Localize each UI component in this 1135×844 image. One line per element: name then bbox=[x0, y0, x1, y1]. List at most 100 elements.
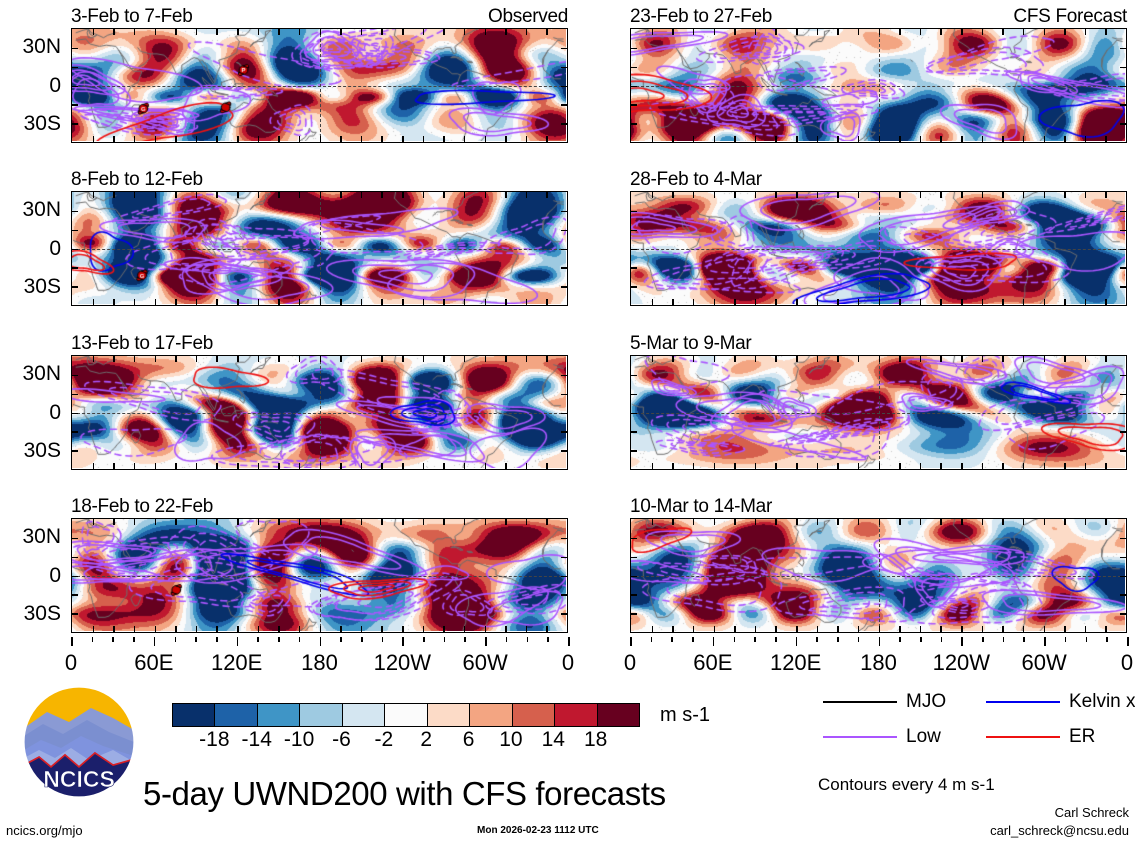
map-tick bbox=[72, 374, 78, 377]
map-tick bbox=[113, 299, 115, 305]
map-tick bbox=[734, 136, 736, 142]
map-tick bbox=[734, 463, 736, 469]
map-tick bbox=[1022, 356, 1025, 362]
colorbar-tick: -18 bbox=[199, 728, 230, 751]
map-tick bbox=[505, 626, 507, 632]
map-tick bbox=[340, 192, 342, 198]
map-tick bbox=[1002, 29, 1004, 35]
map-tick bbox=[381, 192, 383, 198]
x-tick bbox=[1044, 637, 1046, 646]
site-url[interactable]: ncics.org/mjo bbox=[6, 823, 83, 838]
x-tick bbox=[816, 637, 818, 642]
map-tick bbox=[319, 356, 321, 362]
field-canvas bbox=[631, 519, 1125, 631]
map-tick bbox=[561, 248, 567, 250]
map-tick bbox=[837, 299, 839, 305]
legend-item-er[interactable]: ER bbox=[986, 727, 1095, 746]
map-tick bbox=[631, 594, 637, 596]
map-tick bbox=[340, 463, 342, 469]
map-tick bbox=[72, 286, 78, 288]
map-tick bbox=[837, 136, 839, 142]
colorbar-swatch bbox=[512, 704, 556, 726]
map-tick bbox=[561, 123, 567, 125]
colorbar-tick: -6 bbox=[332, 728, 351, 751]
map-tick bbox=[175, 29, 177, 35]
map-tick bbox=[1043, 356, 1045, 362]
map-tick bbox=[72, 267, 78, 269]
panel-title: 18-Feb to 22-Feb bbox=[71, 496, 214, 517]
map-tick bbox=[816, 356, 819, 362]
map-tick bbox=[561, 393, 567, 396]
map-tick bbox=[525, 519, 528, 525]
map-tick bbox=[463, 463, 466, 469]
map-tick bbox=[816, 519, 819, 525]
map-panel bbox=[630, 518, 1127, 633]
map-tick bbox=[546, 356, 548, 362]
field-canvas bbox=[72, 519, 566, 631]
map-tick bbox=[878, 29, 880, 35]
map-tick bbox=[940, 463, 942, 469]
dateline bbox=[878, 29, 880, 142]
map-tick bbox=[525, 192, 528, 198]
colorbar-tick: -2 bbox=[374, 728, 394, 751]
map-tick bbox=[113, 192, 115, 198]
map-tick bbox=[381, 519, 383, 525]
map-tick bbox=[940, 356, 942, 362]
map-tick bbox=[237, 192, 239, 198]
map-tick bbox=[72, 556, 78, 559]
map-tick bbox=[216, 626, 218, 632]
x-tick bbox=[1023, 637, 1026, 642]
map-tick bbox=[463, 136, 466, 142]
map-panel bbox=[630, 28, 1127, 143]
map-tick bbox=[1022, 463, 1025, 469]
map-tick bbox=[1120, 286, 1126, 288]
legend-item-kelvin-x2[interactable]: Kelvin x2 bbox=[986, 692, 1135, 711]
map-tick bbox=[1043, 29, 1045, 35]
map-panel bbox=[71, 28, 568, 143]
panel-title: 10-Mar to 14-Mar bbox=[630, 496, 772, 517]
map-tick bbox=[402, 356, 404, 362]
map-tick bbox=[692, 136, 695, 142]
map-tick bbox=[631, 229, 637, 232]
dateline bbox=[878, 192, 880, 305]
map-tick bbox=[1022, 626, 1025, 632]
map-tick bbox=[919, 626, 922, 632]
x-tick bbox=[112, 637, 114, 642]
map-tick bbox=[1120, 431, 1126, 433]
map-tick bbox=[175, 192, 177, 198]
map-tick bbox=[1043, 192, 1045, 198]
map-tick bbox=[940, 299, 942, 305]
map-tick bbox=[796, 136, 798, 142]
map-tick bbox=[1043, 519, 1045, 525]
map-tick bbox=[692, 192, 695, 198]
map-tick bbox=[381, 29, 383, 35]
map-tick bbox=[837, 356, 839, 362]
map-tick bbox=[340, 299, 342, 305]
map-tick bbox=[631, 286, 637, 288]
x-tick bbox=[91, 637, 94, 642]
map-tick bbox=[961, 29, 963, 35]
map-tick bbox=[381, 463, 383, 469]
map-tick bbox=[72, 431, 78, 433]
panel-title: 23-Feb to 27-Feb bbox=[630, 6, 773, 27]
map-tick bbox=[919, 192, 922, 198]
map-tick bbox=[216, 463, 218, 469]
map-tick bbox=[484, 519, 486, 525]
map-tick bbox=[961, 356, 963, 362]
map-tick bbox=[1064, 136, 1066, 142]
map-tick bbox=[381, 136, 383, 142]
map-tick bbox=[1043, 299, 1045, 305]
map-tick bbox=[1002, 463, 1004, 469]
map-tick bbox=[505, 463, 507, 469]
map-tick bbox=[381, 626, 383, 632]
map-tick bbox=[692, 356, 695, 362]
legend-item-mjo[interactable]: MJO bbox=[823, 692, 946, 711]
map-tick bbox=[878, 299, 880, 305]
column-tag: Observed bbox=[488, 6, 568, 27]
map-tick bbox=[981, 519, 984, 525]
field-canvas bbox=[72, 29, 566, 141]
map-tick bbox=[525, 29, 528, 35]
legend-item-low[interactable]: Low bbox=[823, 727, 941, 746]
y-axis-label: 0 bbox=[49, 400, 61, 424]
author-email[interactable]: carl_schreck@ncsu.edu bbox=[990, 823, 1129, 838]
